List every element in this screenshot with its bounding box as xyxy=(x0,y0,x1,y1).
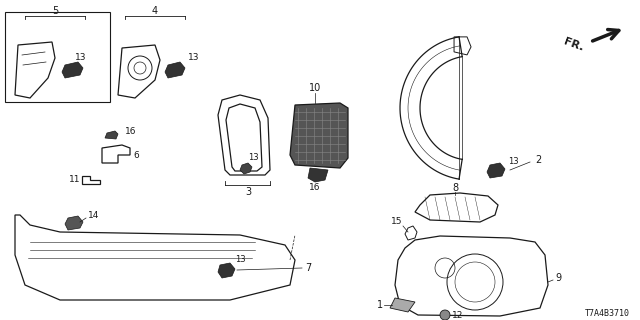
Text: 10: 10 xyxy=(309,83,321,93)
Text: 3: 3 xyxy=(245,187,251,197)
Polygon shape xyxy=(290,103,348,168)
Polygon shape xyxy=(390,298,415,312)
Text: 9: 9 xyxy=(555,273,561,283)
Polygon shape xyxy=(218,263,235,278)
Text: 2: 2 xyxy=(535,155,541,165)
Text: 4: 4 xyxy=(152,6,158,16)
Text: 11: 11 xyxy=(68,175,80,185)
Polygon shape xyxy=(62,62,83,78)
Text: 1: 1 xyxy=(377,300,383,310)
Text: 16: 16 xyxy=(125,127,136,137)
Text: 16: 16 xyxy=(309,183,321,193)
Polygon shape xyxy=(105,131,118,139)
Polygon shape xyxy=(240,163,252,174)
Text: 7: 7 xyxy=(305,263,311,273)
Polygon shape xyxy=(487,163,505,178)
Text: 13: 13 xyxy=(248,154,259,163)
Circle shape xyxy=(440,310,450,320)
Text: 8: 8 xyxy=(452,183,458,193)
Text: 13: 13 xyxy=(508,157,518,166)
Text: 13: 13 xyxy=(235,255,246,265)
Text: 13: 13 xyxy=(75,52,86,61)
Text: 5: 5 xyxy=(52,6,58,16)
Text: T7A4B3710: T7A4B3710 xyxy=(585,308,630,317)
Text: 6: 6 xyxy=(133,151,139,161)
Text: 15: 15 xyxy=(390,218,402,227)
Text: 13: 13 xyxy=(188,52,200,61)
Text: 14: 14 xyxy=(88,212,99,220)
Polygon shape xyxy=(308,168,328,182)
Polygon shape xyxy=(165,62,185,78)
Text: 12: 12 xyxy=(452,311,463,320)
Bar xyxy=(5,12,110,102)
Text: FR.: FR. xyxy=(563,37,585,53)
Polygon shape xyxy=(65,216,83,230)
